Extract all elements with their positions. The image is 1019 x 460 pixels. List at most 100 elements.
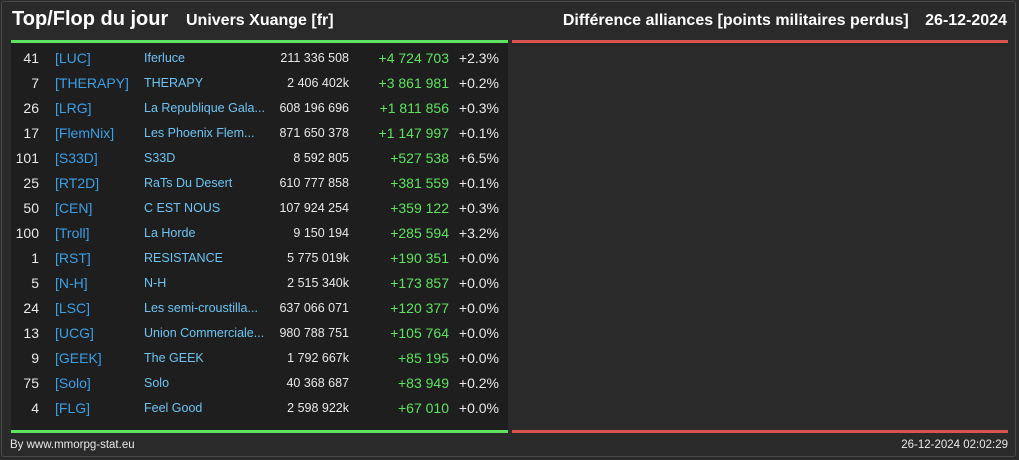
alliance-name-link[interactable]: Feel Good bbox=[144, 401, 203, 415]
alliance-name-link[interactable]: THERAPY bbox=[144, 76, 204, 90]
bottom-bar-positive bbox=[11, 430, 508, 433]
page-title: Top/Flop du jour bbox=[12, 8, 169, 30]
alliance-name-link[interactable]: RESISTANCE bbox=[144, 251, 223, 265]
percent-change: +0.0% bbox=[458, 400, 499, 416]
list-item: 7 [THERAPY] THERAPY 2 406 402k +3 861 981 +0.… bbox=[11, 71, 508, 96]
percent-change: +3.2% bbox=[458, 225, 499, 241]
alliance-tag-link[interactable]: [RT2D] bbox=[55, 175, 100, 191]
alliance-tag-link[interactable]: [GEEK] bbox=[55, 350, 102, 366]
percent-change: +0.1% bbox=[458, 175, 499, 191]
alliance-points: 107 924 254 bbox=[279, 201, 349, 215]
alliance-points: 2 406 402k bbox=[287, 76, 349, 90]
percent-change: +0.0% bbox=[458, 250, 499, 266]
alliance-points: 2 515 340k bbox=[287, 276, 349, 290]
list-item: 5 [N-H] N-H 2 515 340k +173 857 +0.0% bbox=[11, 271, 508, 296]
bottom-bar-negative bbox=[512, 430, 1008, 433]
alliance-points: 211 336 508 bbox=[280, 51, 349, 65]
alliance-points: 637 066 071 bbox=[279, 301, 349, 315]
list-item: 1 [RST] RESISTANCE 5 775 019k +190 351 +0.0% bbox=[11, 246, 508, 271]
alliance-tag-link[interactable]: [LUC] bbox=[55, 50, 91, 66]
points-difference: +190 351 bbox=[390, 250, 449, 266]
alliance-rank: 9 bbox=[31, 350, 39, 366]
alliance-tag-link[interactable]: [S33D] bbox=[55, 150, 98, 166]
points-difference: +85 195 bbox=[398, 350, 449, 366]
alliance-name-link[interactable]: C EST NOUS bbox=[144, 201, 221, 215]
points-difference: +173 857 bbox=[390, 275, 449, 291]
alliance-rank: 1 bbox=[31, 250, 39, 266]
percent-change: +0.0% bbox=[458, 275, 499, 291]
list-item: 101 [S33D] S33D 8 592 805 +527 538 +6.5% bbox=[11, 146, 508, 171]
alliance-tag-link[interactable]: [FLG] bbox=[55, 400, 91, 416]
alliance-name-link[interactable]: The GEEK bbox=[144, 351, 204, 365]
alliance-rank: 7 bbox=[31, 75, 39, 91]
alliance-points: 5 775 019k bbox=[287, 251, 349, 265]
ranking-heading: Différence alliances [points militaires … bbox=[563, 12, 1007, 30]
list-item: 13 [UCG] Union Commerciale... 980 788 751 +1… bbox=[11, 321, 508, 346]
alliance-tag-link[interactable]: [Troll] bbox=[55, 225, 90, 241]
points-difference: +381 559 bbox=[390, 175, 449, 191]
alliance-rank: 4 bbox=[31, 400, 39, 416]
alliance-name-link[interactable]: RaTs Du Desert bbox=[144, 176, 233, 190]
points-difference: +83 949 bbox=[398, 375, 449, 391]
top-losers-panel bbox=[512, 43, 1008, 430]
alliance-name-link[interactable]: La Horde bbox=[144, 226, 196, 240]
alliance-rank: 41 bbox=[23, 50, 39, 66]
alliance-points: 40 368 687 bbox=[286, 376, 349, 390]
percent-change: +0.0% bbox=[458, 350, 499, 366]
alliance-rank: 26 bbox=[23, 100, 39, 116]
percent-change: +0.3% bbox=[458, 200, 499, 216]
alliance-rank: 17 bbox=[23, 125, 39, 141]
list-item: 9 [GEEK] The GEEK 1 792 667k +85 195 +0.0% bbox=[11, 346, 508, 371]
points-difference: +120 377 bbox=[390, 300, 449, 316]
list-item: 4 [FLG] Feel Good 2 598 922k +67 010 +0.0% bbox=[11, 396, 508, 421]
ranking-type-label: Différence alliances [points militaires … bbox=[562, 12, 909, 29]
alliance-points: 608 196 696 bbox=[279, 101, 349, 115]
alliance-points: 8 592 805 bbox=[293, 151, 349, 165]
percent-change: +6.5% bbox=[458, 150, 499, 166]
points-difference: +1 147 997 bbox=[378, 125, 449, 141]
generated-timestamp: 26-12-2024 02:02:29 bbox=[901, 439, 1008, 451]
alliance-tag-link[interactable]: [RST] bbox=[55, 250, 91, 266]
alliance-points: 610 777 858 bbox=[279, 176, 349, 190]
alliance-rank: 100 bbox=[15, 225, 39, 241]
alliance-name-link[interactable]: Les Phoenix Flem... bbox=[144, 126, 255, 140]
alliance-rank: 75 bbox=[23, 375, 39, 391]
alliance-points: 9 150 194 bbox=[293, 226, 349, 240]
alliance-name-link[interactable]: N-H bbox=[144, 276, 167, 290]
top-bar-positive bbox=[11, 40, 508, 43]
alliance-tag-link[interactable]: [N-H] bbox=[55, 275, 88, 291]
alliance-tag-link[interactable]: [LRG] bbox=[55, 100, 92, 116]
list-item: 24 [LSC] Les semi-croustilla... 637 066 071… bbox=[11, 296, 508, 321]
percent-change: +0.2% bbox=[458, 375, 499, 391]
list-item: 41 [LUC] Iferluce 211 336 508 +4 724 703 +2.3… bbox=[11, 46, 508, 71]
alliance-tag-link[interactable]: [CEN] bbox=[55, 200, 93, 216]
alliance-points: 2 598 922k bbox=[287, 401, 349, 415]
alliance-name-link[interactable]: S33D bbox=[144, 151, 176, 165]
list-item: 75 [Solo] Solo 40 368 687 +83 949 +0.2% bbox=[11, 371, 508, 396]
list-item: 26 [LRG] La Republique Gala... 608 196 696 +… bbox=[11, 96, 508, 121]
site-credit-link[interactable]: By www.mmorpg-stat.eu bbox=[10, 439, 135, 451]
points-difference: +67 010 bbox=[398, 400, 449, 416]
alliance-name-link[interactable]: Iferluce bbox=[144, 51, 185, 65]
alliance-tag-link[interactable]: [UCG] bbox=[55, 325, 94, 341]
points-difference: +3 861 981 bbox=[378, 75, 449, 91]
alliance-name-link[interactable]: Solo bbox=[144, 376, 170, 390]
alliance-tag-link[interactable]: [Solo] bbox=[55, 375, 91, 391]
alliance-rank: 50 bbox=[23, 200, 39, 216]
alliance-rank: 5 bbox=[31, 275, 39, 291]
points-difference: +359 122 bbox=[390, 200, 449, 216]
alliance-points: 1 792 667k bbox=[287, 351, 349, 365]
percent-change: +0.1% bbox=[458, 125, 499, 141]
list-item: 17 [FlemNix] Les Phoenix Flem... 871 650 37… bbox=[11, 121, 508, 146]
alliance-name-link[interactable]: Les semi-croustilla... bbox=[144, 301, 258, 315]
points-difference: +4 724 703 bbox=[378, 50, 449, 66]
alliance-points: 871 650 378 bbox=[279, 126, 349, 140]
alliance-name-link[interactable]: La Republique Gala... bbox=[144, 101, 265, 115]
alliance-tag-link[interactable]: [LSC] bbox=[55, 300, 91, 316]
top-bar-negative bbox=[512, 40, 1008, 43]
alliance-tag-link[interactable]: [THERAPY] bbox=[55, 75, 129, 91]
percent-change: +0.0% bbox=[458, 325, 499, 341]
alliance-tag-link[interactable]: [FlemNix] bbox=[55, 125, 115, 141]
alliance-name-link[interactable]: Union Commerciale... bbox=[144, 326, 265, 340]
top-gainers-panel: 41 [LUC] Iferluce 211 336 508 +4 724 703 +2.3… bbox=[11, 43, 508, 430]
